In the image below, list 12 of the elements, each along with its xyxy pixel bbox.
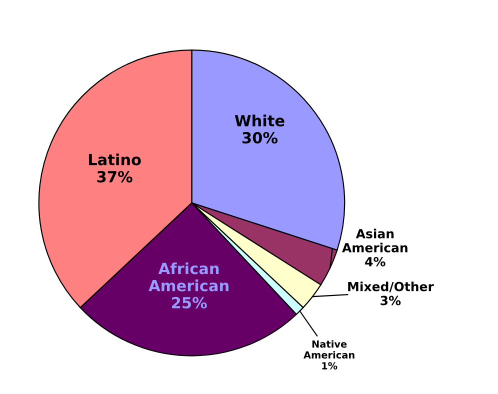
data-label: 25% — [172, 296, 207, 308]
data-label: 1% — [322, 362, 338, 370]
slice-label: Latino — [88, 154, 141, 166]
slice-label: White — [234, 114, 284, 126]
slice-label: Native American — [304, 340, 354, 359]
data-label: 4% — [365, 256, 386, 266]
data-label: 37% — [97, 170, 132, 183]
data-label: 30% — [242, 132, 278, 144]
slice-label: Mixed/Other — [348, 282, 434, 292]
data-label: 3% — [380, 296, 401, 306]
slice-label: Asian American — [342, 228, 408, 252]
slice-label: African American — [148, 262, 228, 292]
